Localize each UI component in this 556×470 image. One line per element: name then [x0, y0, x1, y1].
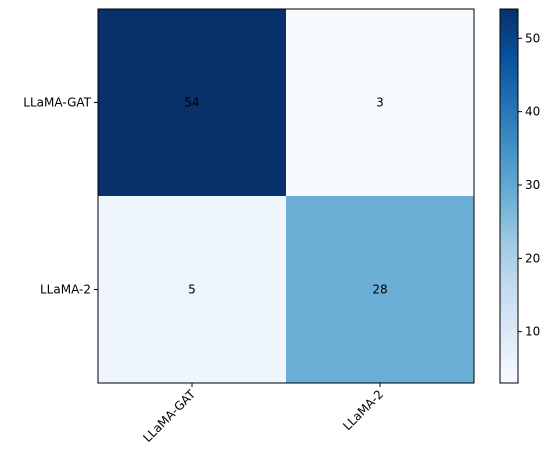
colorbar-tick-label: 10: [525, 325, 540, 339]
colorbar-tick-label: 20: [525, 251, 540, 265]
heatmap-cell-r1-c1: [286, 196, 474, 383]
colorbar-tick-label: 40: [525, 105, 540, 119]
y-tick-label: LLaMA-2: [40, 283, 91, 297]
x-tick-label: LLaMA-2: [340, 387, 386, 433]
y-tick-label: LLaMA-GAT: [23, 96, 91, 110]
heatmap-cell-r1-c0: [98, 196, 286, 383]
cell-value-label: 3: [376, 96, 384, 110]
cell-value-label: 54: [184, 96, 199, 110]
cell-value-label: 5: [188, 283, 196, 297]
colorbar-tick-label: 30: [525, 178, 540, 192]
cell-value-label: 28: [372, 283, 387, 297]
x-tick-label: LLaMA-GAT: [140, 387, 198, 445]
colorbar: 10 20 30 40 50: [499, 8, 540, 384]
heatmap-cell-r0-c1: [286, 9, 474, 196]
plot-frame: [97, 8, 475, 384]
colorbar-tick-label: 50: [525, 31, 540, 45]
heatmap-cell-r0-c0: [98, 9, 286, 196]
heatmap-cells: 54 3 5 28: [98, 9, 474, 383]
colorbar-gradient: [499, 8, 519, 384]
